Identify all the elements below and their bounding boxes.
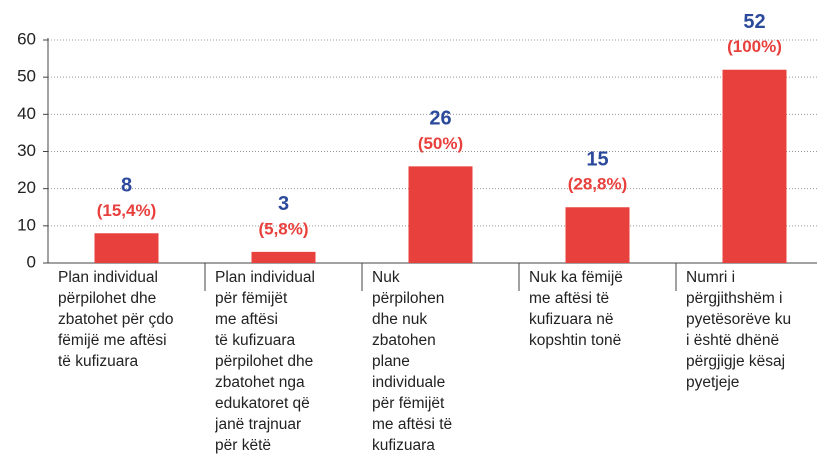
- percent-label: (28,8%): [568, 175, 628, 194]
- category-label-box: Nuk përpilohen dhe nuk zbatohen plane in…: [372, 269, 453, 454]
- percent-label: (5,8%): [258, 219, 308, 238]
- bar: [722, 69, 787, 263]
- bar: [565, 207, 630, 263]
- percent-label: (15,4%): [97, 201, 157, 220]
- percent-label: (100%): [727, 37, 782, 56]
- value-label: 15: [586, 149, 608, 171]
- y-tick-label: 0: [27, 252, 36, 271]
- x-tick-label: Nuk ka fëmijë me aftësi të kufizuara në …: [529, 269, 623, 349]
- x-tick-label: Numri i përgjithshëm i pyetësorëve ku i …: [686, 269, 792, 391]
- y-tick-label: 30: [17, 141, 36, 160]
- value-label: 3: [278, 193, 289, 215]
- bar: [408, 166, 473, 263]
- bar: [94, 233, 159, 263]
- category-label-box: Plan individual për fëmijët me aftësi të…: [215, 269, 315, 454]
- y-tick-label: 50: [17, 67, 36, 86]
- y-tick-label: 10: [17, 215, 36, 234]
- category-label-box: Nuk ka fëmijë me aftësi të kufizuara në …: [529, 269, 623, 349]
- y-tick-label: 60: [17, 29, 36, 48]
- value-label: 8: [121, 175, 132, 197]
- x-tick-label: Nuk përpilohen dhe nuk zbatohen plane in…: [372, 269, 453, 454]
- value-label: 26: [429, 108, 451, 130]
- percent-label: (50%): [418, 134, 463, 153]
- value-label: 52: [743, 11, 765, 33]
- x-tick-label: Plan individual për fëmijët me aftësi të…: [215, 269, 315, 454]
- y-tick-label: 40: [17, 104, 36, 123]
- x-tick-label: Plan individual përpilohet dhe zbatohet …: [58, 269, 174, 370]
- y-tick-label: 20: [17, 178, 36, 197]
- category-label-box: Plan individual përpilohet dhe zbatohet …: [58, 269, 174, 370]
- category-label-box: Numri i përgjithshëm i pyetësorëve ku i …: [686, 269, 792, 391]
- bar: [251, 251, 316, 263]
